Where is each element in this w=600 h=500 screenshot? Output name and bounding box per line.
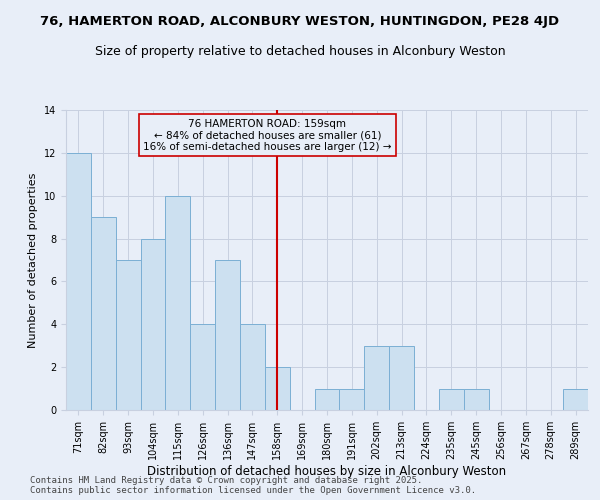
Bar (265, 367, 290, 410)
Bar (166, 196, 190, 410)
Bar (116, 260, 140, 410)
Bar (439, 388, 464, 410)
Bar (340, 388, 364, 410)
Bar (91, 217, 116, 410)
Bar (240, 324, 265, 410)
Bar (215, 260, 240, 410)
Text: Contains HM Land Registry data © Crown copyright and database right 2025.
Contai: Contains HM Land Registry data © Crown c… (30, 476, 476, 495)
Bar (563, 388, 588, 410)
Y-axis label: Number of detached properties: Number of detached properties (28, 172, 38, 348)
Text: 76, HAMERTON ROAD, ALCONBURY WESTON, HUNTINGDON, PE28 4JD: 76, HAMERTON ROAD, ALCONBURY WESTON, HUN… (40, 15, 560, 28)
Bar (464, 388, 488, 410)
Text: Size of property relative to detached houses in Alconbury Weston: Size of property relative to detached ho… (95, 45, 505, 58)
Bar (389, 346, 414, 410)
Bar (364, 346, 389, 410)
Bar (314, 388, 340, 410)
Bar (190, 324, 215, 410)
Bar (140, 238, 166, 410)
Text: 76 HAMERTON ROAD: 159sqm
← 84% of detached houses are smaller (61)
16% of semi-d: 76 HAMERTON ROAD: 159sqm ← 84% of detach… (143, 118, 392, 152)
Bar (66, 153, 91, 410)
X-axis label: Distribution of detached houses by size in Alconbury Weston: Distribution of detached houses by size … (148, 464, 506, 477)
